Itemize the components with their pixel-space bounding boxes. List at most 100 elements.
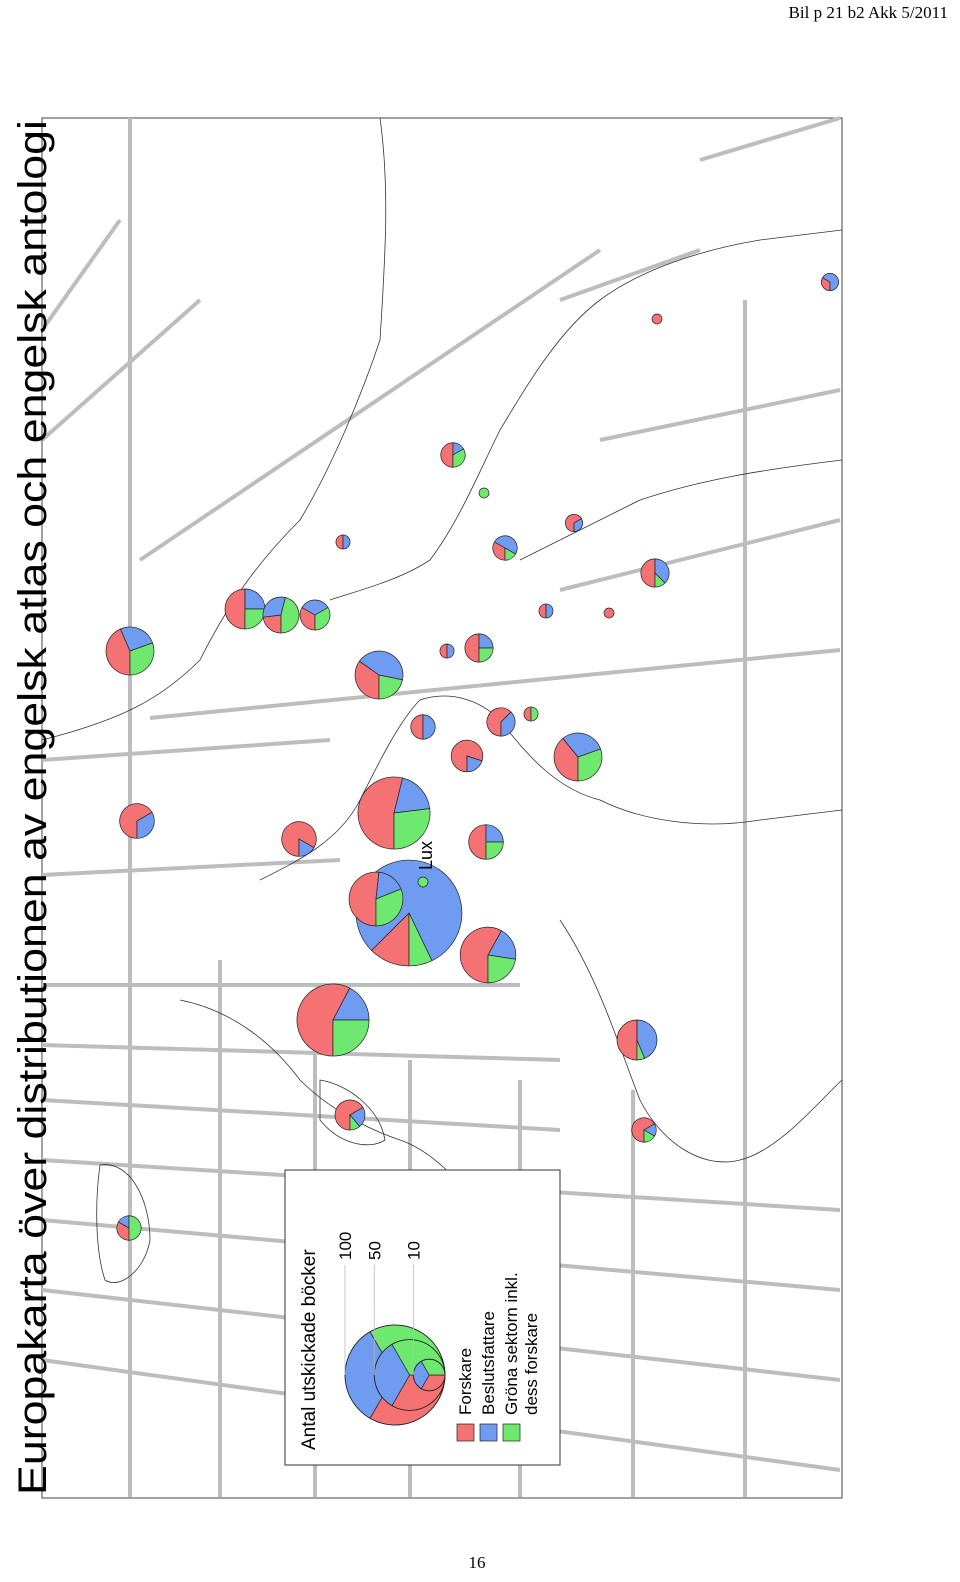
pie-slice (348, 871, 380, 927)
pie (224, 588, 266, 630)
pie-slice (375, 888, 404, 927)
title: Europakarta över distributionen av engel… (11, 120, 55, 1495)
pie-slice (410, 714, 424, 740)
pie (410, 714, 436, 740)
pie-slice (530, 706, 539, 722)
pie-slice (119, 803, 153, 839)
pie-slice (296, 983, 351, 1057)
legend-size: 50 (365, 1241, 446, 1411)
pie (439, 643, 455, 659)
legend-swatch (479, 1423, 498, 1442)
pie-slice (378, 674, 403, 700)
pie (116, 1215, 142, 1241)
pie-slice (565, 514, 582, 533)
legend: Antal utskickade böcker 100 50 10 Forskare B… (284, 1169, 561, 1466)
pie-slice (493, 535, 518, 555)
pie (334, 1099, 366, 1131)
pie-slice (500, 711, 516, 737)
pie-slice (573, 518, 584, 533)
pie-slice (314, 607, 331, 631)
pie (348, 871, 404, 927)
pie-slice (822, 273, 839, 292)
pie (553, 732, 603, 782)
legend-label: Gröna sektorn inkl. (502, 1272, 521, 1415)
pie-slice (357, 776, 404, 850)
pie-slice (446, 643, 455, 659)
legend-swatch (456, 1423, 475, 1442)
pie-slice (262, 596, 286, 618)
pie-slice (562, 732, 602, 758)
pie-slice (393, 777, 431, 814)
pie-slice (358, 650, 404, 681)
legend-size-label: 100 (336, 1232, 355, 1260)
pie (357, 776, 431, 850)
pie-slice (408, 912, 433, 967)
pie-slice (280, 597, 300, 634)
pie-slice (523, 706, 532, 722)
pie-slice (651, 313, 663, 325)
legend-title: Antal utskickade böcker (299, 1249, 320, 1450)
pie-slice (603, 607, 615, 619)
pie (440, 442, 466, 468)
pie-slice (640, 558, 656, 588)
legend-size: 10 (404, 1241, 446, 1392)
pie (296, 983, 370, 1057)
pie-slice (478, 487, 490, 499)
legend-label: Beslutsfattare (479, 1311, 498, 1415)
pie (262, 596, 300, 634)
pie (603, 607, 615, 619)
pie (523, 706, 539, 722)
pie-slice (354, 660, 380, 700)
pie-slice (298, 838, 315, 857)
pie (478, 487, 490, 499)
pie (616, 1019, 658, 1061)
pie-slice (128, 1215, 142, 1241)
legend-label: Forskare (456, 1348, 475, 1415)
city-label: Lux (416, 841, 436, 870)
pie-slice (654, 572, 666, 588)
pie-slice (440, 442, 454, 468)
pie (119, 803, 155, 839)
pie (468, 824, 504, 860)
pie-slice (439, 643, 448, 659)
pie (492, 535, 518, 561)
pie-slice (487, 954, 516, 984)
pie-slice (468, 824, 487, 860)
pie-slice (545, 603, 554, 619)
pie-slice (224, 588, 246, 630)
pie-slice (136, 811, 155, 839)
pie-slice (464, 633, 480, 663)
pie-slice (422, 714, 436, 740)
pie (335, 534, 351, 550)
pie-slice (334, 1099, 364, 1131)
pie-slice (636, 1039, 646, 1061)
pie-slice (349, 1114, 361, 1131)
page-number: 16 (469, 1553, 486, 1572)
pie-slice (332, 1019, 370, 1057)
pie (631, 1117, 657, 1143)
pie-slice (631, 1117, 656, 1143)
pie (538, 603, 554, 619)
pie-slice (485, 841, 504, 860)
pie-slice (616, 1019, 638, 1061)
pie-slice (342, 534, 351, 550)
pie-slice (417, 876, 429, 888)
pie-slice (452, 448, 466, 468)
pie-slice (577, 748, 603, 782)
pie-slice (119, 626, 154, 652)
pie (105, 626, 155, 676)
pie-slice (643, 1129, 656, 1143)
pie-slice (636, 1019, 658, 1059)
pie (486, 707, 516, 737)
pie (565, 514, 584, 533)
legend-size-label: 10 (404, 1241, 423, 1260)
pie-slice (105, 628, 131, 676)
legend-label: dess forskare (522, 1313, 541, 1415)
pie (281, 821, 317, 857)
pie (464, 633, 494, 663)
pies (105, 273, 839, 1241)
pie (651, 313, 663, 325)
legend-swatch (502, 1423, 521, 1442)
pie (450, 739, 484, 773)
